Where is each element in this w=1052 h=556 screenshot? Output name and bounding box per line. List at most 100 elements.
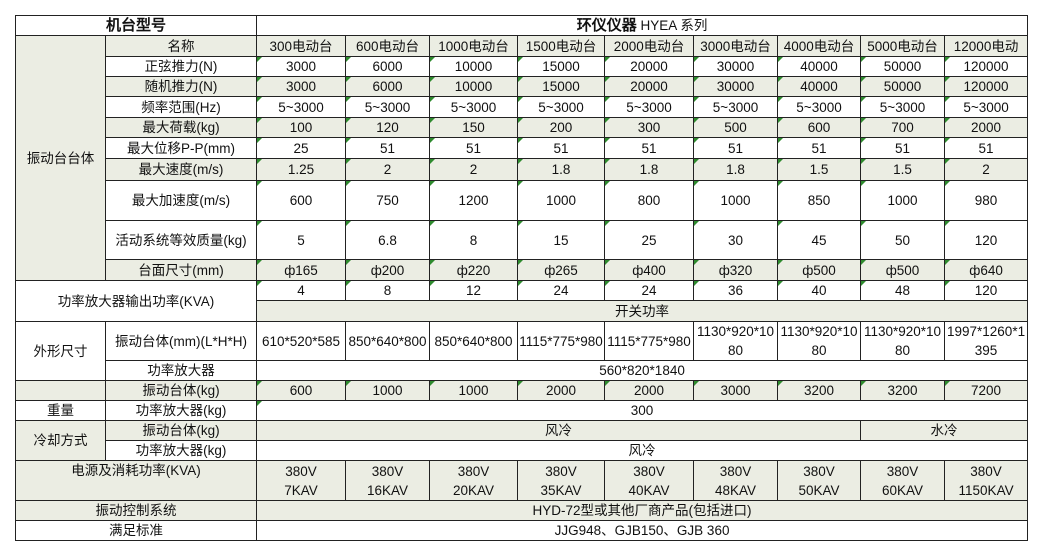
- weight-label: 重量: [15, 400, 106, 421]
- spec-value: ф200: [345, 259, 431, 281]
- spec-value: 51: [345, 137, 431, 159]
- spec-value: 1.5: [777, 158, 862, 181]
- spec-value: 6000: [345, 56, 431, 77]
- spec-value: 51: [693, 137, 779, 159]
- dims-amp-value: 560*820*1840: [256, 360, 1029, 381]
- spec-value: ф320: [693, 259, 779, 281]
- spec-value: ф640: [944, 259, 1029, 281]
- consumption: 16KAV: [367, 482, 409, 498]
- table-row: 外形尺寸 振动台体(mm)(L*H*H) 610*520*585 850*640*80…: [15, 321, 1029, 381]
- table-row: 最大加速度(m/s) 600 750 1200 1000 800 1000 850 1000 98…: [16, 180, 1029, 221]
- consumption: 35KAV: [540, 482, 582, 498]
- spec-value: 120: [345, 117, 431, 138]
- weight-body-label: 振动台体(kg): [104, 380, 258, 401]
- spec-value: ф165: [256, 259, 347, 281]
- consumption: 40KAV: [628, 482, 670, 498]
- spec-value: 40000: [777, 76, 862, 97]
- spec-value: 40000: [777, 56, 862, 77]
- spec-value: 980: [944, 180, 1029, 221]
- spec-value: 51: [429, 137, 519, 159]
- weight-body-value: 3200: [777, 380, 862, 401]
- spec-value: 30000: [693, 56, 779, 77]
- table-row: 随机推力(N) 3000 6000 10000 15000 20000 30000 40000…: [15, 76, 1029, 97]
- spec-value: 30000: [693, 76, 779, 97]
- cooling-amp-value: 风冷: [256, 440, 1029, 461]
- spec-value: 120000: [944, 76, 1029, 97]
- spec-value: 25: [256, 137, 347, 159]
- model-header: 300电动台: [256, 35, 347, 57]
- table-row: 活动系统等效质量(kg) 5 6.8 8 15 25 30 45 50 120: [16, 220, 1029, 260]
- spec-value: 50000: [860, 56, 946, 77]
- spec-value: 2: [944, 158, 1029, 181]
- dims-body-value: 850*640*800: [345, 321, 431, 361]
- spec-value: 120: [944, 220, 1029, 260]
- spec-label: 正弦推力(N): [104, 56, 258, 77]
- table-row: 正弦推力(N) 3000 6000 10000 15000 20000 30000 40000…: [16, 56, 1029, 77]
- amp-power-label: 功率放大器输出功率(KVA): [14, 280, 258, 322]
- spec-label: 最大速度(m/s): [104, 158, 258, 181]
- table-row: 重量 功率放大器(kg) 300: [15, 400, 1029, 421]
- consumption: 50KAV: [798, 482, 840, 498]
- model-header: 2000电动台: [604, 35, 695, 57]
- power-value: 380V 35KAV: [517, 460, 606, 501]
- spec-value: 3000: [256, 76, 347, 97]
- standard-label: 满足标准: [14, 520, 258, 541]
- model-header: 1000电动台: [429, 35, 519, 57]
- spec-value: 10000: [429, 56, 519, 77]
- spec-table: 机台型号 环仪仪器 HYEA 系列 振动台台体 名称 300电动台 600电动台 1000电…: [14, 15, 1029, 541]
- table-row: 功率放大器(kg) 风冷: [16, 440, 1029, 461]
- spec-value: 5~3000: [860, 96, 946, 118]
- cooling-body-water: 水冷: [860, 420, 1029, 441]
- cooling-label: 冷却方式: [15, 420, 106, 461]
- table-row: 电源及消耗功率(KVA) 380V 7KAV 380V 16KAV 380V 20KAV 38…: [14, 460, 1029, 501]
- spec-value: 1000: [693, 180, 779, 221]
- spec-value: 5~3000: [517, 96, 606, 118]
- spec-label: 最大荷载(kg): [104, 117, 258, 138]
- spec-value: ф265: [517, 259, 606, 281]
- spec-value: 1000: [860, 180, 946, 221]
- spec-value: 51: [860, 137, 946, 159]
- spec-label: 最大位移P-P(mm): [104, 137, 258, 159]
- model-header: 4000电动台: [777, 35, 862, 57]
- consumption: 20KAV: [453, 482, 495, 498]
- spec-value: 200: [517, 117, 606, 138]
- spec-value: 300: [604, 117, 695, 138]
- spec-value: 2: [429, 158, 519, 181]
- spec-value: 15000: [517, 56, 606, 77]
- spec-value: 15000: [517, 76, 606, 97]
- spec-value: 5~3000: [777, 96, 862, 118]
- dims-body-value: 1115*775*980: [604, 321, 695, 361]
- weight-body-value: 7200: [944, 380, 1029, 401]
- spec-value: 600: [256, 180, 347, 221]
- spec-value: 1000: [517, 180, 606, 221]
- dims-body-value: 1997*1260*1395: [944, 321, 1029, 361]
- power-value: 380V 7KAV: [256, 460, 347, 501]
- voltage: 380V: [633, 463, 665, 479]
- table-row: 台面尺寸(mm) ф165 ф200 ф220 ф265 ф400 ф320 ф500 ф500…: [15, 259, 1029, 281]
- weight-body-value: 2000: [604, 380, 695, 401]
- power-value: 380V 48KAV: [693, 460, 779, 501]
- voltage: 380V: [545, 463, 577, 479]
- spec-value: 2000: [944, 117, 1029, 138]
- brand-series: HYEA 系列: [640, 18, 708, 33]
- dims-body-value: 850*640*800: [429, 321, 519, 361]
- voltage: 380V: [970, 463, 1002, 479]
- spec-value: 800: [604, 180, 695, 221]
- consumption: 1150KAV: [958, 482, 1014, 498]
- table-row: 振动台台体 名称 300电动台 600电动台 1000电动台 1500电动台 2000电动台…: [15, 35, 1029, 281]
- weight-body-value: 1000: [429, 380, 519, 401]
- cooling-body-air: 风冷: [256, 420, 862, 441]
- table-row: 功率放大器 560*820*1840: [16, 360, 1029, 381]
- table-row: 机台型号 环仪仪器 HYEA 系列: [14, 15, 1029, 36]
- model-header: 1500电动台: [517, 35, 606, 57]
- weight-body-value: 2000: [517, 380, 606, 401]
- spec-value: 51: [517, 137, 606, 159]
- voltage: 380V: [457, 463, 490, 479]
- spec-value: 6000: [345, 76, 431, 97]
- spec-value: 20000: [604, 56, 695, 77]
- spec-value: 5~3000: [693, 96, 779, 118]
- amp-power-value: 24: [517, 280, 606, 301]
- amp-power-value: 24: [604, 280, 695, 301]
- spec-value: 600: [777, 117, 862, 138]
- spec-value: 500: [693, 117, 779, 138]
